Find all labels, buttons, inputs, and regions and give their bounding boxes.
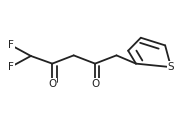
Text: O: O [91, 79, 99, 89]
Text: F: F [8, 40, 14, 50]
Text: O: O [48, 79, 56, 89]
Text: S: S [168, 62, 174, 72]
Text: F: F [8, 62, 14, 72]
